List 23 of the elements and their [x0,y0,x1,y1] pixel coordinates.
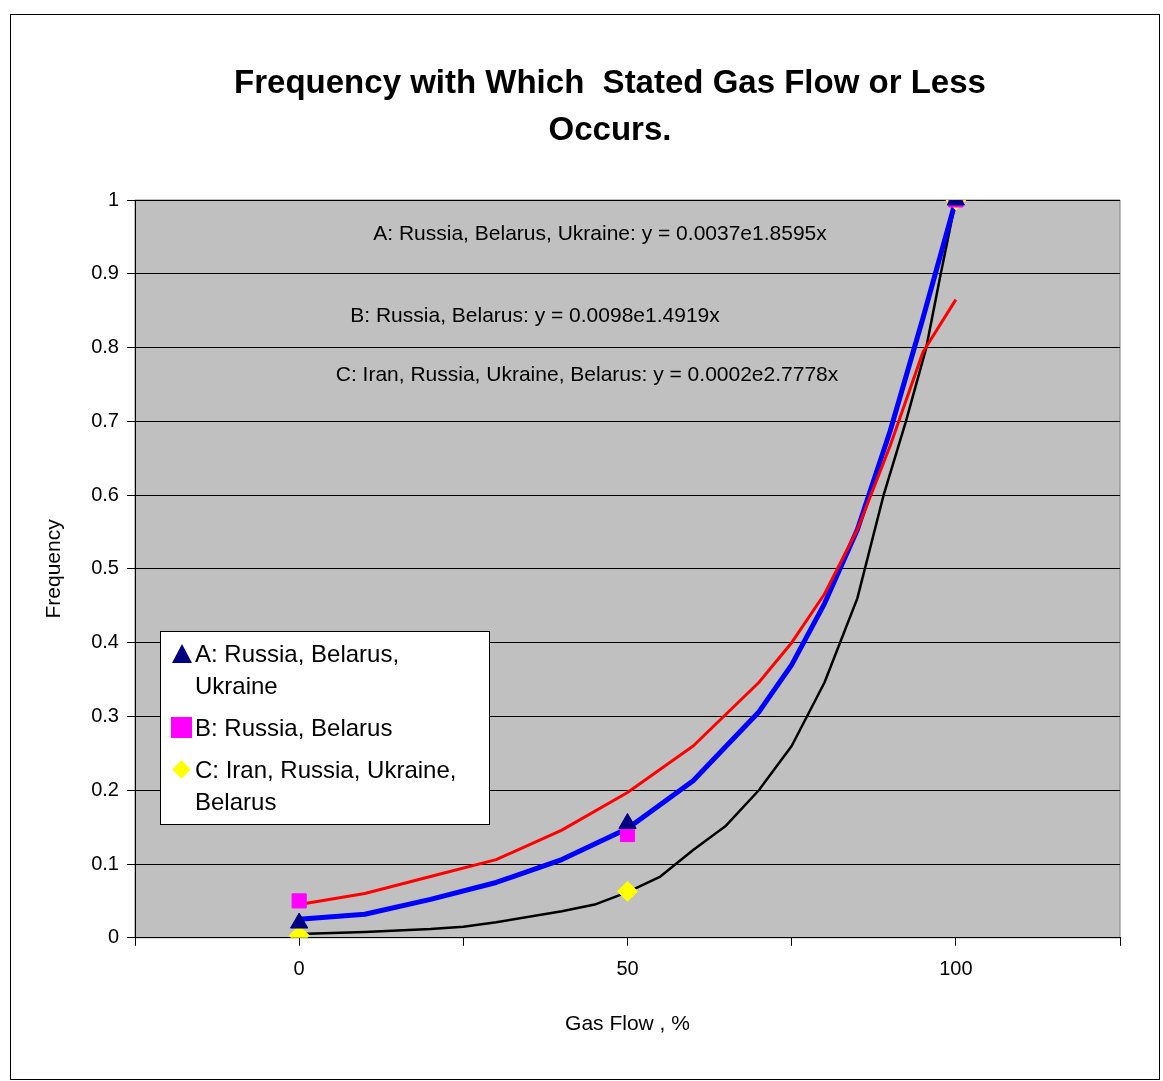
chart-title: Frequency with Which Stated Gas Flow or Less Occurs. [233,62,987,149]
x-tick-label: 50 [616,957,639,980]
y-tick-label: 0.3 [91,703,119,726]
y-tick-label: 0.2 [91,777,119,800]
legend-label: A: Russia, Belarus, Ukraine [195,639,401,701]
y-tick-label: 0 [107,925,119,948]
annotation: C: Iran, Russia, Ukraine, Belarus: y = 0.0002e2.7778x [335,361,839,385]
y-tick-label: 0.5 [91,556,119,579]
y-tick-label: 0.9 [91,261,119,284]
y-tick-label: 1 [107,187,119,210]
legend-label: B: Russia, Belarus [195,713,393,743]
x-tick-label: 0 [293,957,305,980]
y-tick-label: 0.7 [91,408,119,431]
y-axis-title: Frequency [41,518,65,619]
annotation: B: Russia, Belarus: y = 0.0098e1.4919x [350,302,721,326]
annotation: A: Russia, Belarus, Ukraine: y = 0.0037e1.8595x [373,221,828,245]
x-tick-label: 100 [939,957,973,980]
legend-label: C: Iran, Russia, Ukraine, Belarus [195,755,458,817]
y-tick-label: 0.1 [91,851,119,874]
y-tick-label: 0.6 [91,482,119,505]
y-tick-label: 0.8 [91,335,119,358]
y-tick-label: 0.4 [91,630,119,653]
x-axis-title: Gas Flow , % [565,1011,690,1035]
